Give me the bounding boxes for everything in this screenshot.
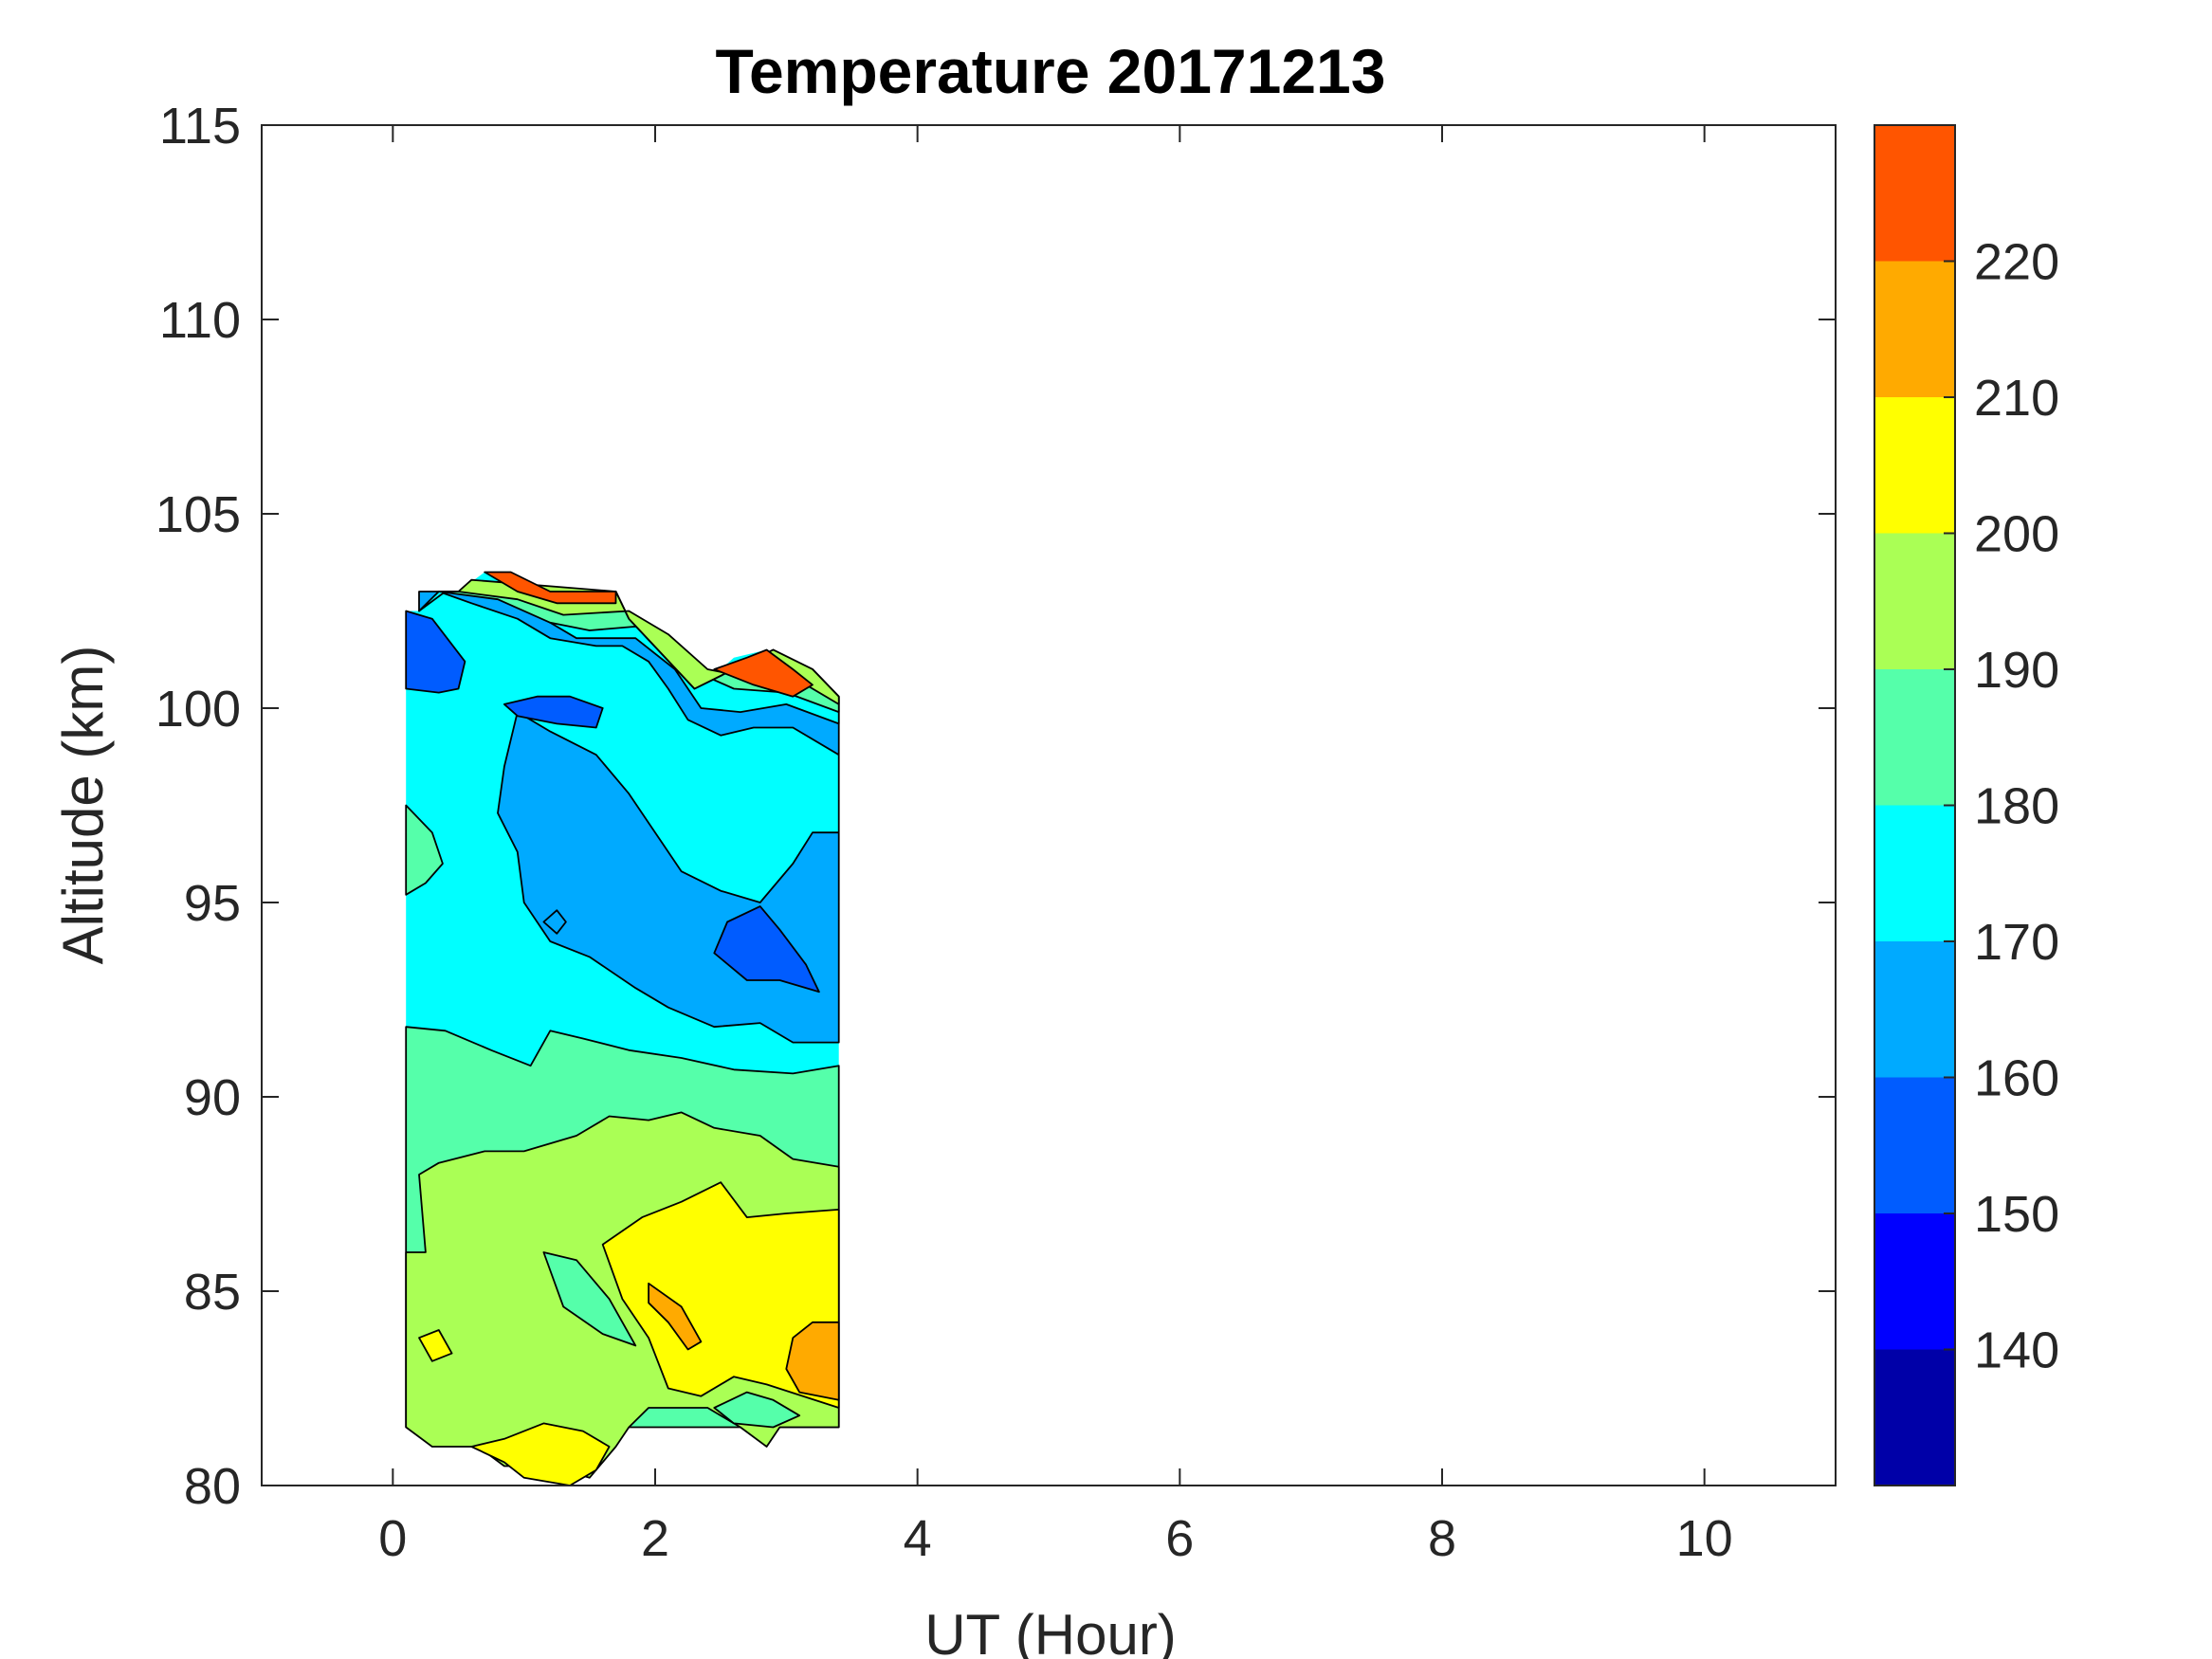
chart-title: Temperature 20171213	[716, 36, 1386, 106]
colorbar-tick-label: 220	[1974, 234, 2059, 291]
x-tick-label: 0	[378, 1510, 407, 1567]
contour-region	[405, 804, 444, 896]
contour-region	[648, 1282, 703, 1351]
y-tick-label: 105	[155, 486, 241, 543]
contour-region	[542, 909, 567, 935]
colorbar-tick-label: 150	[1974, 1186, 2059, 1243]
colorbar-swatch	[1874, 941, 1955, 1078]
y-tick-label: 100	[155, 681, 241, 738]
y-tick-label: 80	[184, 1458, 241, 1515]
y-tick-label: 115	[159, 98, 241, 155]
contour-region	[405, 610, 466, 694]
y-tick-label: 90	[184, 1069, 241, 1126]
colorbar-swatch	[1874, 669, 1955, 806]
plot-area-frame	[261, 124, 1837, 1486]
y-axis-label: Altitude (km)	[51, 646, 115, 965]
colorbar: 140 150 160 170 180 190 200 210 220	[1874, 124, 2059, 1486]
contour-region	[470, 1422, 611, 1486]
contour-region	[542, 1251, 637, 1347]
colorbar-swatch	[1874, 1349, 1955, 1486]
x-axis: 0 2 4 6 8 10	[378, 125, 1733, 1567]
colorbar-swatch	[1874, 397, 1955, 534]
colorbar-tick-label: 180	[1974, 778, 2059, 835]
contour-region	[503, 695, 604, 729]
x-axis-label: UT (Hour)	[924, 1603, 1177, 1659]
x-tick-label: 6	[1165, 1510, 1194, 1567]
contour-region	[713, 1391, 801, 1429]
colorbar-tick-label: 210	[1974, 370, 2059, 427]
colorbar-tick-label: 160	[1974, 1050, 2059, 1107]
y-tick-label: 110	[159, 292, 241, 349]
contour-region	[713, 648, 814, 698]
x-tick-label: 10	[1676, 1510, 1733, 1567]
contour-region	[601, 1181, 840, 1409]
colorbar-swatch	[1874, 261, 1955, 397]
colorbar-tick-label: 170	[1974, 914, 2059, 971]
y-tick-label: 95	[184, 875, 241, 932]
contour-fill-layer	[405, 571, 840, 1486]
colorbar-swatch	[1874, 533, 1955, 669]
y-axis: 80 85 90 95 100 105 110 115	[155, 98, 1836, 1515]
colorbar-swatch	[1874, 1213, 1955, 1350]
x-tick-label: 8	[1428, 1510, 1456, 1567]
contour-region	[785, 1321, 840, 1401]
colorbar-tick-label: 190	[1974, 642, 2059, 699]
colorbar-swatch	[1874, 125, 1955, 262]
contour-region	[418, 1329, 453, 1362]
colorbar-swatch	[1874, 805, 1955, 941]
colorbar-tick-label: 140	[1974, 1322, 2059, 1379]
x-tick-label: 2	[641, 1510, 669, 1567]
contour-region	[484, 571, 617, 605]
x-tick-label: 4	[904, 1510, 932, 1567]
colorbar-tick-label: 200	[1974, 506, 2059, 563]
y-tick-label: 85	[184, 1264, 241, 1321]
contour-region	[713, 905, 820, 994]
colorbar-swatch	[1874, 1077, 1955, 1213]
